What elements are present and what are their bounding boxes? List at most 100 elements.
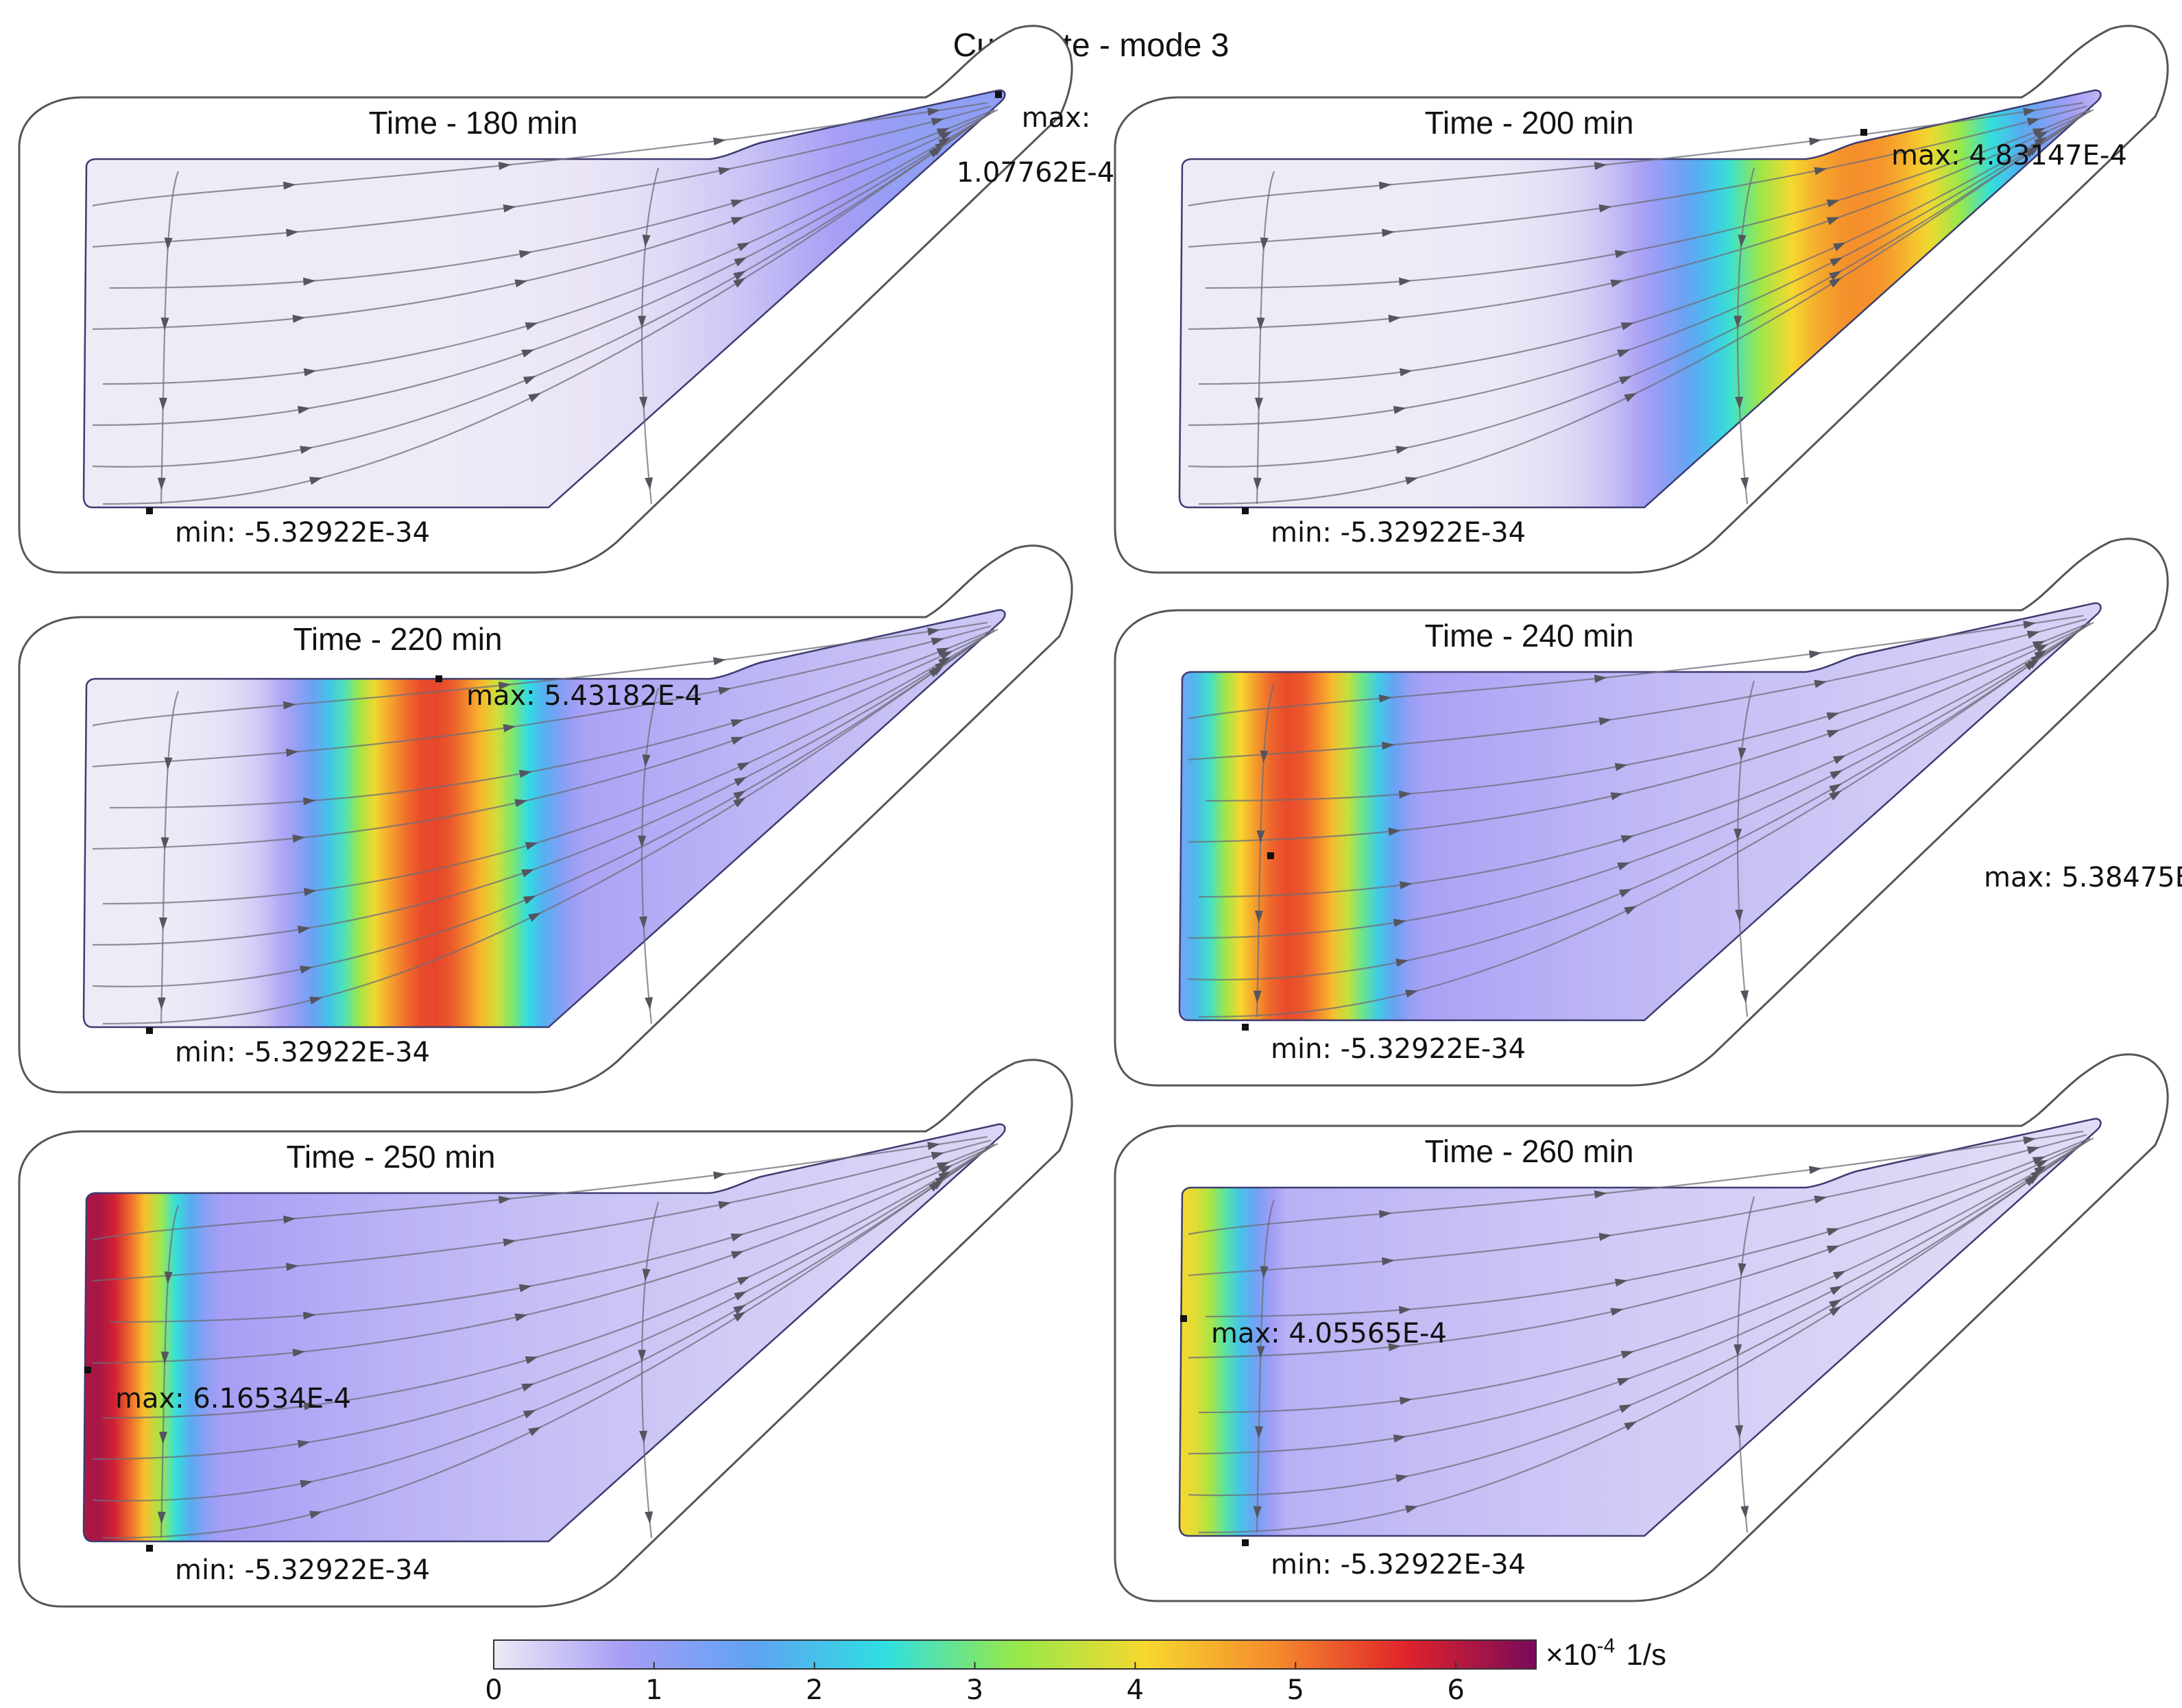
colorbar-tick-label: 0 <box>485 1674 502 1706</box>
flow-arrow <box>1735 396 1744 409</box>
flow-arrow <box>286 228 299 237</box>
streamline <box>640 1201 660 1539</box>
flow-arrow <box>518 769 532 778</box>
flow-arrow <box>160 837 169 850</box>
flow-arrow <box>1620 1351 1634 1359</box>
flow-arrow <box>1826 1228 1840 1236</box>
flow-arrow <box>521 349 535 358</box>
flow-arrow <box>730 1251 744 1260</box>
flow-arrow <box>1260 750 1269 763</box>
flow-arrow <box>645 477 654 490</box>
flow-arrow <box>1830 1286 1843 1295</box>
streamlines <box>92 101 998 505</box>
flow-arrow <box>1253 1506 1262 1519</box>
streamline <box>160 171 180 505</box>
max-label: max: 6.16534E-4 <box>115 1383 351 1415</box>
flow-arrow <box>939 131 952 141</box>
streamline <box>92 1139 992 1282</box>
flow-arrow <box>718 686 732 695</box>
flow-arrow <box>1594 674 1607 683</box>
streamline <box>1198 1144 2081 1534</box>
flow-arrow <box>2035 131 2048 141</box>
flow-arrow <box>1393 406 1406 414</box>
flow-arrow <box>1382 228 1395 237</box>
flow-arrow <box>1814 679 1827 688</box>
flow-arrow <box>1594 161 1607 170</box>
flow-arrow <box>734 257 747 267</box>
colorbar-tick-label: 5 <box>1287 1674 1304 1706</box>
streamline <box>109 108 995 289</box>
flow-arrow <box>931 637 944 646</box>
flow-arrow <box>1830 257 1843 267</box>
min-label: min: -5.32922E-34 <box>1271 1549 1526 1580</box>
flow-arrow <box>645 1511 654 1524</box>
flow-arrow <box>1254 910 1263 924</box>
max-label: max: <box>1022 102 1091 134</box>
flow-arrow <box>638 315 647 328</box>
flow-arrow <box>1738 1263 1747 1276</box>
min-label: min: -5.32922E-34 <box>175 517 430 549</box>
flow-arrow <box>157 477 166 490</box>
flow-arrow <box>713 137 726 146</box>
flow-arrow <box>733 1311 746 1322</box>
streamline <box>92 105 992 248</box>
streamline <box>102 630 995 905</box>
streamline <box>1198 1139 2091 1414</box>
streamline <box>1198 623 2091 898</box>
max-marker <box>995 91 1002 98</box>
max-marker <box>1860 129 1867 136</box>
flow-arrow <box>927 108 940 117</box>
flow-arrow <box>1826 712 1840 721</box>
flow-arrow <box>1829 270 1842 280</box>
panel-200-min: Time - 200 min max: 4.83147E-4 min: -5.329… <box>1114 25 2169 574</box>
flow-arrow <box>1809 137 1822 146</box>
flow-arrow <box>713 1171 726 1180</box>
flow-arrow <box>1624 906 1638 915</box>
flow-arrow <box>1826 217 1840 226</box>
streamline <box>1188 112 2087 426</box>
flow-arrow <box>736 1276 750 1286</box>
streamline <box>160 690 180 1024</box>
flow-arrow <box>1740 1506 1749 1519</box>
streamline <box>1188 1138 2094 1359</box>
flow-arrow <box>928 147 942 158</box>
flow-arrow <box>2024 147 2037 158</box>
flow-arrow <box>1829 277 1842 288</box>
min-label: min: -5.32922E-34 <box>1271 1033 1526 1065</box>
flow-arrow <box>297 1440 311 1448</box>
streamline <box>102 110 995 385</box>
flow-arrow <box>736 762 750 771</box>
flow-arrow <box>300 446 313 455</box>
panel-180-min: Time - 180 min max: 1.07762E-4 min: -5.3292… <box>18 25 1115 574</box>
max-marker <box>84 1367 91 1373</box>
cure-rate-field <box>1178 89 2102 509</box>
min-label: min: -5.32922E-34 <box>175 1037 430 1068</box>
flow-arrow <box>1382 1257 1395 1266</box>
flow-arrow <box>503 724 516 732</box>
flow-arrow <box>1395 446 1409 455</box>
flow-arrow <box>730 217 744 226</box>
flow-arrow <box>639 1430 648 1443</box>
flow-arrow <box>730 200 744 208</box>
streamline <box>1205 621 2091 802</box>
flow-arrow <box>518 250 532 258</box>
flow-arrow <box>158 917 167 930</box>
flow-arrow <box>1378 1210 1392 1218</box>
flow-arrow <box>1829 1306 1842 1316</box>
flow-arrow <box>1735 909 1744 922</box>
streamline <box>1736 167 1755 505</box>
flow-arrow <box>1624 1421 1638 1431</box>
streamline <box>1188 105 2087 248</box>
flow-arrow <box>528 393 542 402</box>
min-label: min: -5.32922E-34 <box>175 1554 430 1586</box>
streamline <box>1188 1130 2084 1236</box>
streamline <box>92 112 992 426</box>
streamline <box>92 632 992 946</box>
flow-arrow <box>1260 1266 1269 1279</box>
streamline <box>1736 680 1755 1018</box>
streamlines <box>1188 1130 2094 1534</box>
flow-arrow <box>528 1427 542 1436</box>
streamline <box>102 636 985 1025</box>
flow-arrow <box>525 842 538 850</box>
max-value: 1.07762E-4 <box>957 157 1115 189</box>
